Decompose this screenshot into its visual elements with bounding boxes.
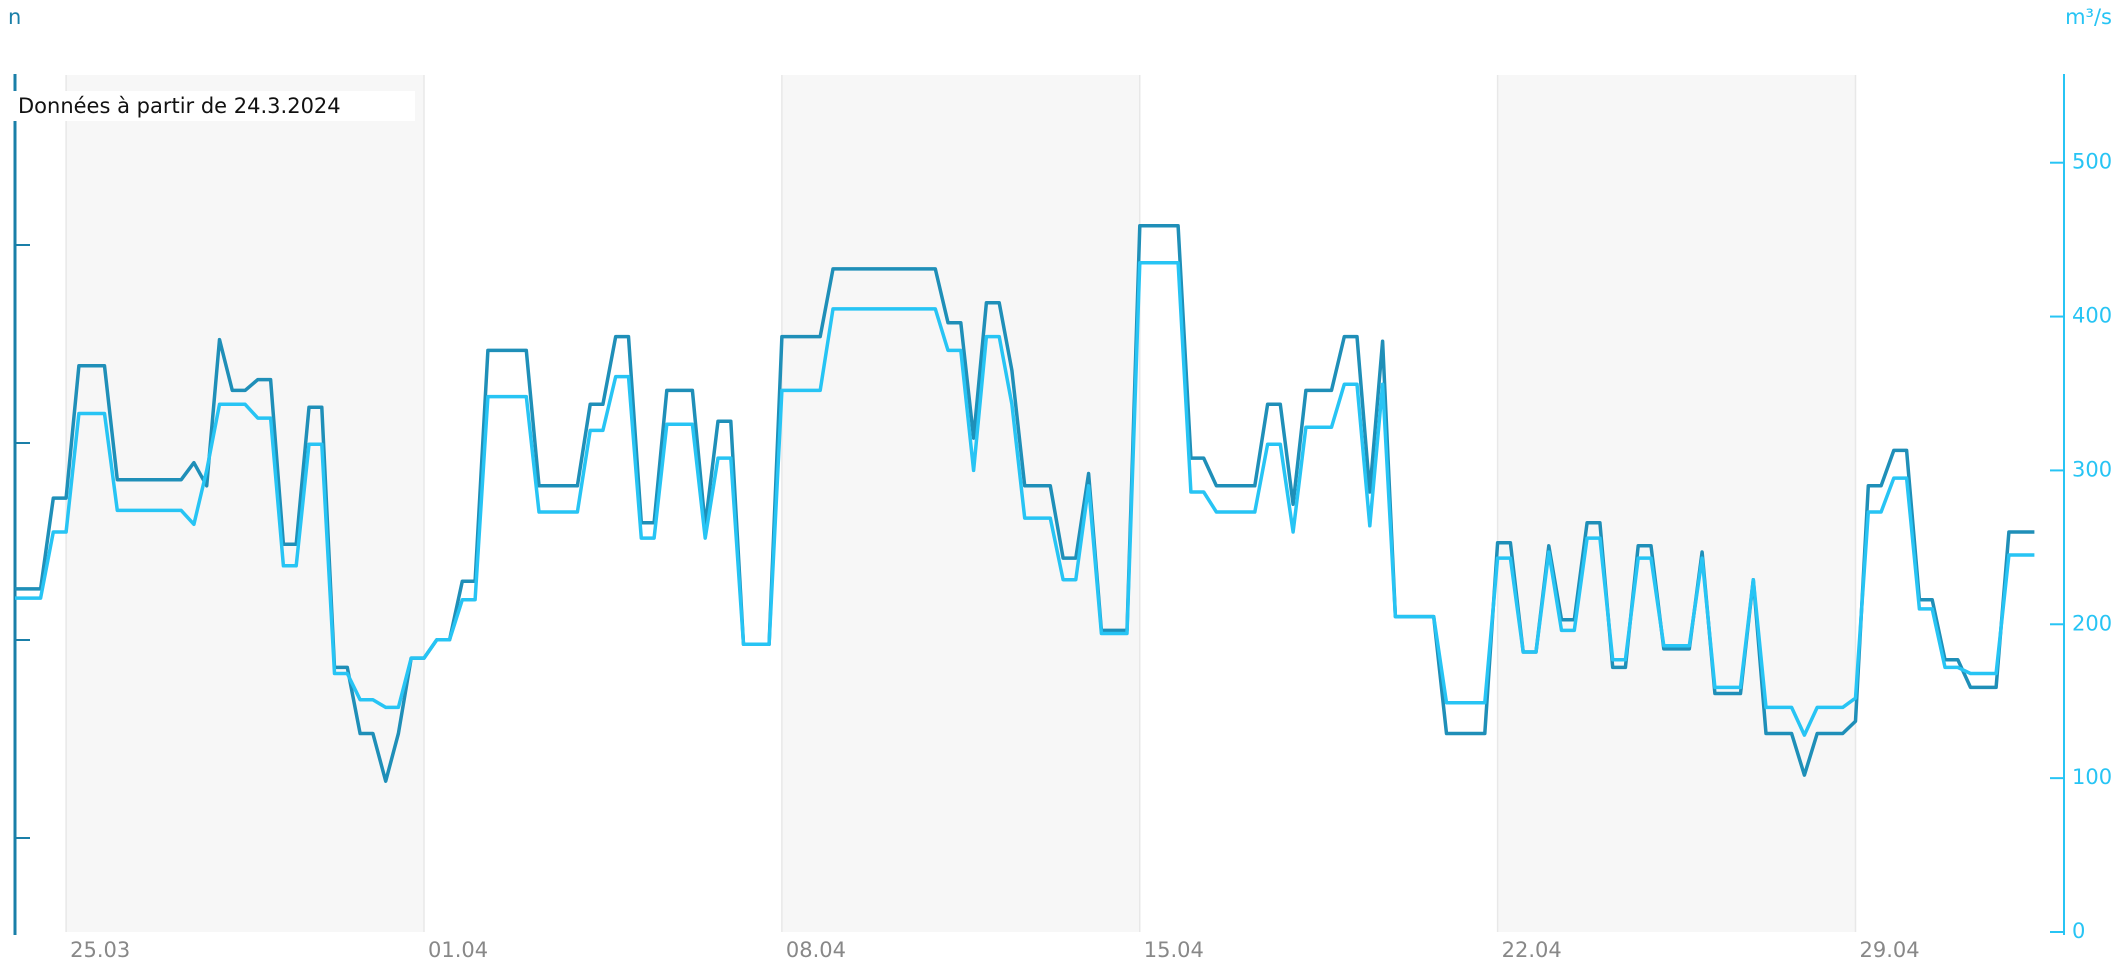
y2-tick-label: 100 <box>2072 765 2112 789</box>
y2-tick-label: 500 <box>2072 150 2112 174</box>
y2-tick-label: 0 <box>2072 919 2085 943</box>
right-axis-label: m³/s <box>2065 5 2112 29</box>
x-tick-label: 08.04 <box>786 938 846 962</box>
x-tick-label: 22.04 <box>1502 938 1562 962</box>
week-bands <box>65 75 1857 932</box>
x-tick-label: 25.03 <box>70 938 130 962</box>
week-band <box>1497 75 1856 932</box>
week-band <box>66 75 424 932</box>
annotation-box <box>13 91 415 121</box>
x-tick-label: 15.04 <box>1144 938 1204 962</box>
x-tick-label: 29.04 <box>1860 938 1920 962</box>
week-band <box>781 75 1140 932</box>
series-line <box>15 260 2035 737</box>
left-axis-label: n <box>8 5 21 29</box>
y2-tick-label: 200 <box>2072 611 2112 635</box>
y2-tick-label: 300 <box>2072 457 2112 481</box>
lines <box>15 224 2035 783</box>
annotation: Données à partir de 24.3.2024 <box>18 94 341 118</box>
y2-tick-label: 400 <box>2072 304 2112 328</box>
x-tick-label: 01.04 <box>428 938 488 962</box>
